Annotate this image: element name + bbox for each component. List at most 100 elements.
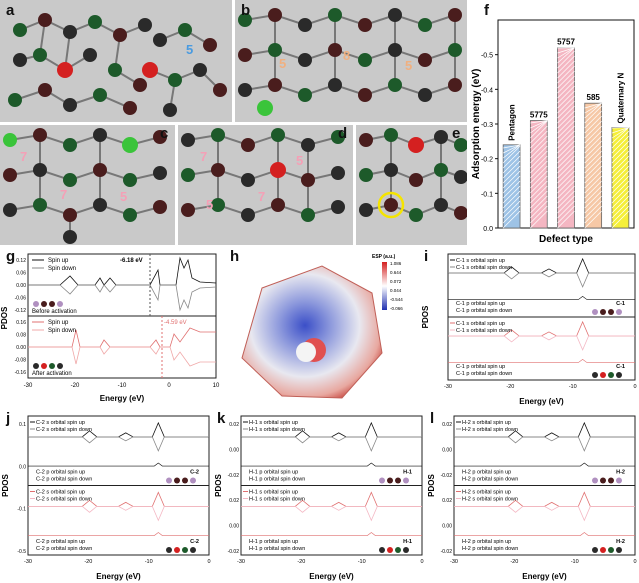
s-orbital-spin-down-curve: [241, 505, 422, 522]
atom-icon: [600, 309, 606, 315]
bar-hatch: [611, 135, 630, 154]
atom-icon: [57, 363, 63, 369]
y-tick-label: 0.00: [442, 447, 452, 453]
bar-hatch: [611, 190, 630, 209]
plot-frame-top: [240, 415, 423, 486]
site-label: H-2: [616, 470, 625, 476]
legend-p-spin-down: C-1 p orbital spin down: [456, 371, 512, 377]
s-orbital-spin-down-curve: [448, 272, 635, 288]
esp-scale-label: 0.044: [390, 288, 402, 293]
bar-hatch: [611, 205, 630, 224]
panel-d-structure: [181, 128, 345, 222]
bar-hatch: [530, 130, 548, 149]
esp-legend-title: ESP (a.u.): [372, 254, 396, 260]
y-tick-label: -0.1: [481, 191, 493, 198]
bar-hatch: [611, 165, 630, 184]
y-axis-label: PDOS: [0, 306, 9, 329]
bar-hatch: [584, 195, 602, 214]
atom-icon: [174, 547, 180, 553]
bar-hatch: [611, 210, 630, 229]
panel-e-structure: [359, 128, 467, 222]
bar-hatch: [557, 145, 575, 164]
y-tick-label: 0.02: [442, 422, 452, 428]
bar-hatch: [584, 102, 602, 114]
panel-b-label: b: [241, 2, 251, 19]
x-axis-label: Energy (eV): [309, 572, 354, 581]
atom-icon: [379, 477, 385, 484]
esp-scale-label: -0.544: [390, 297, 403, 302]
s-orbital-spin-down-curve: [454, 436, 635, 452]
bar-hatch: [557, 105, 575, 124]
bar-hatch: [584, 110, 602, 129]
bar-hatch: [557, 95, 575, 114]
ring-label: 5: [120, 189, 128, 204]
bar-hatch: [584, 102, 602, 119]
bar-hatch: [557, 165, 575, 184]
bar-hatch: [557, 140, 575, 159]
y-tick-label: 0.0: [19, 464, 26, 470]
legend-s-spin-up: C-1 s orbital spin up: [456, 321, 505, 327]
bar-hatch: [611, 170, 630, 189]
bar-hatch: [584, 150, 602, 169]
legend-p-spin-down: H-2 p orbital spin down: [462, 477, 518, 483]
atom-icon: [608, 309, 614, 315]
x-axis-label: Defect type: [539, 234, 593, 245]
y-axis-label: Adsorption energy (eV): [471, 69, 482, 180]
x-tick-label: -10: [145, 559, 153, 565]
bar: [584, 102, 603, 229]
bar-hatch: [530, 205, 548, 224]
panel-d: d 7 5 7 5: [178, 125, 353, 245]
esp-scale-label: 0.644: [390, 270, 402, 275]
atom-icon: [41, 363, 47, 369]
legend-s-spin-down: H-2 s orbital spin down: [462, 427, 518, 433]
s-orbital-spin-up-curve: [448, 257, 635, 274]
atom-icon: [616, 477, 622, 484]
atom-icon: [608, 547, 614, 553]
bar-hatch: [584, 115, 602, 134]
p-orbital-spin-up-curve: [28, 532, 209, 536]
bar-hatch: [557, 80, 575, 99]
legend-s-spin-down: H-2 s orbital spin down: [462, 497, 518, 503]
atom-icon: [49, 363, 55, 369]
plot-frame-bottom: [447, 316, 636, 381]
atom-icon: [592, 309, 598, 315]
bar-hatch: [584, 175, 602, 194]
s-orbital-spin-down-curve: [28, 505, 209, 522]
legend-s-spin-up: C-2 s orbital spin up: [36, 490, 85, 496]
legend-p-spin-up: H-2 p orbital spin up: [462, 539, 511, 545]
esp-scale-label: -0.066: [390, 306, 403, 311]
bar-hatch: [557, 125, 575, 144]
bar-hatch: [584, 105, 602, 124]
ring-label: 7: [60, 187, 68, 202]
bar-hatch: [611, 130, 630, 149]
s-orbital-spin-down-curve: [28, 436, 209, 452]
x-tick-label: -10: [118, 383, 127, 389]
legend-p-spin-down: C-1 p orbital spin down: [456, 308, 512, 314]
s-orbital-spin-down-curve: [241, 436, 422, 452]
bar-hatch: [530, 180, 548, 199]
panel-j: j C-2 s orbital spin up C-2 s orbital spi…: [0, 410, 213, 583]
bar-hatch: [530, 210, 548, 229]
legend-s-spin-up: H-2 s orbital spin up: [462, 420, 511, 426]
panel-e-label: e: [452, 125, 461, 142]
bar-hatch: [557, 130, 575, 149]
ring-label: 5: [405, 58, 413, 73]
bar-hatch: [584, 210, 602, 229]
y-axis-label: PDOS: [1, 474, 10, 497]
atom-icon: [592, 372, 598, 378]
panel-c-structure: [3, 128, 167, 244]
panel-c-label: c: [160, 125, 169, 142]
atom-icon: [600, 477, 606, 484]
x-tick-label: -30: [24, 559, 32, 565]
bar-hatch: [611, 155, 630, 174]
legend-p-spin-up: H-2 p orbital spin up: [462, 470, 511, 476]
bar-hatch: [611, 150, 630, 169]
bar-hatch: [530, 175, 548, 194]
plot-frame-top: [27, 415, 210, 486]
bar-hatch: [557, 210, 575, 229]
bar-hatch: [584, 155, 602, 174]
bar-hatch: [530, 135, 548, 154]
ring-label: 5: [186, 42, 194, 57]
esp-surface: ESP (a.u.) 1.086 0.644 0.072 0.044 -0.544 -0.…: [241, 254, 403, 399]
panel-d-label: d: [338, 125, 348, 142]
